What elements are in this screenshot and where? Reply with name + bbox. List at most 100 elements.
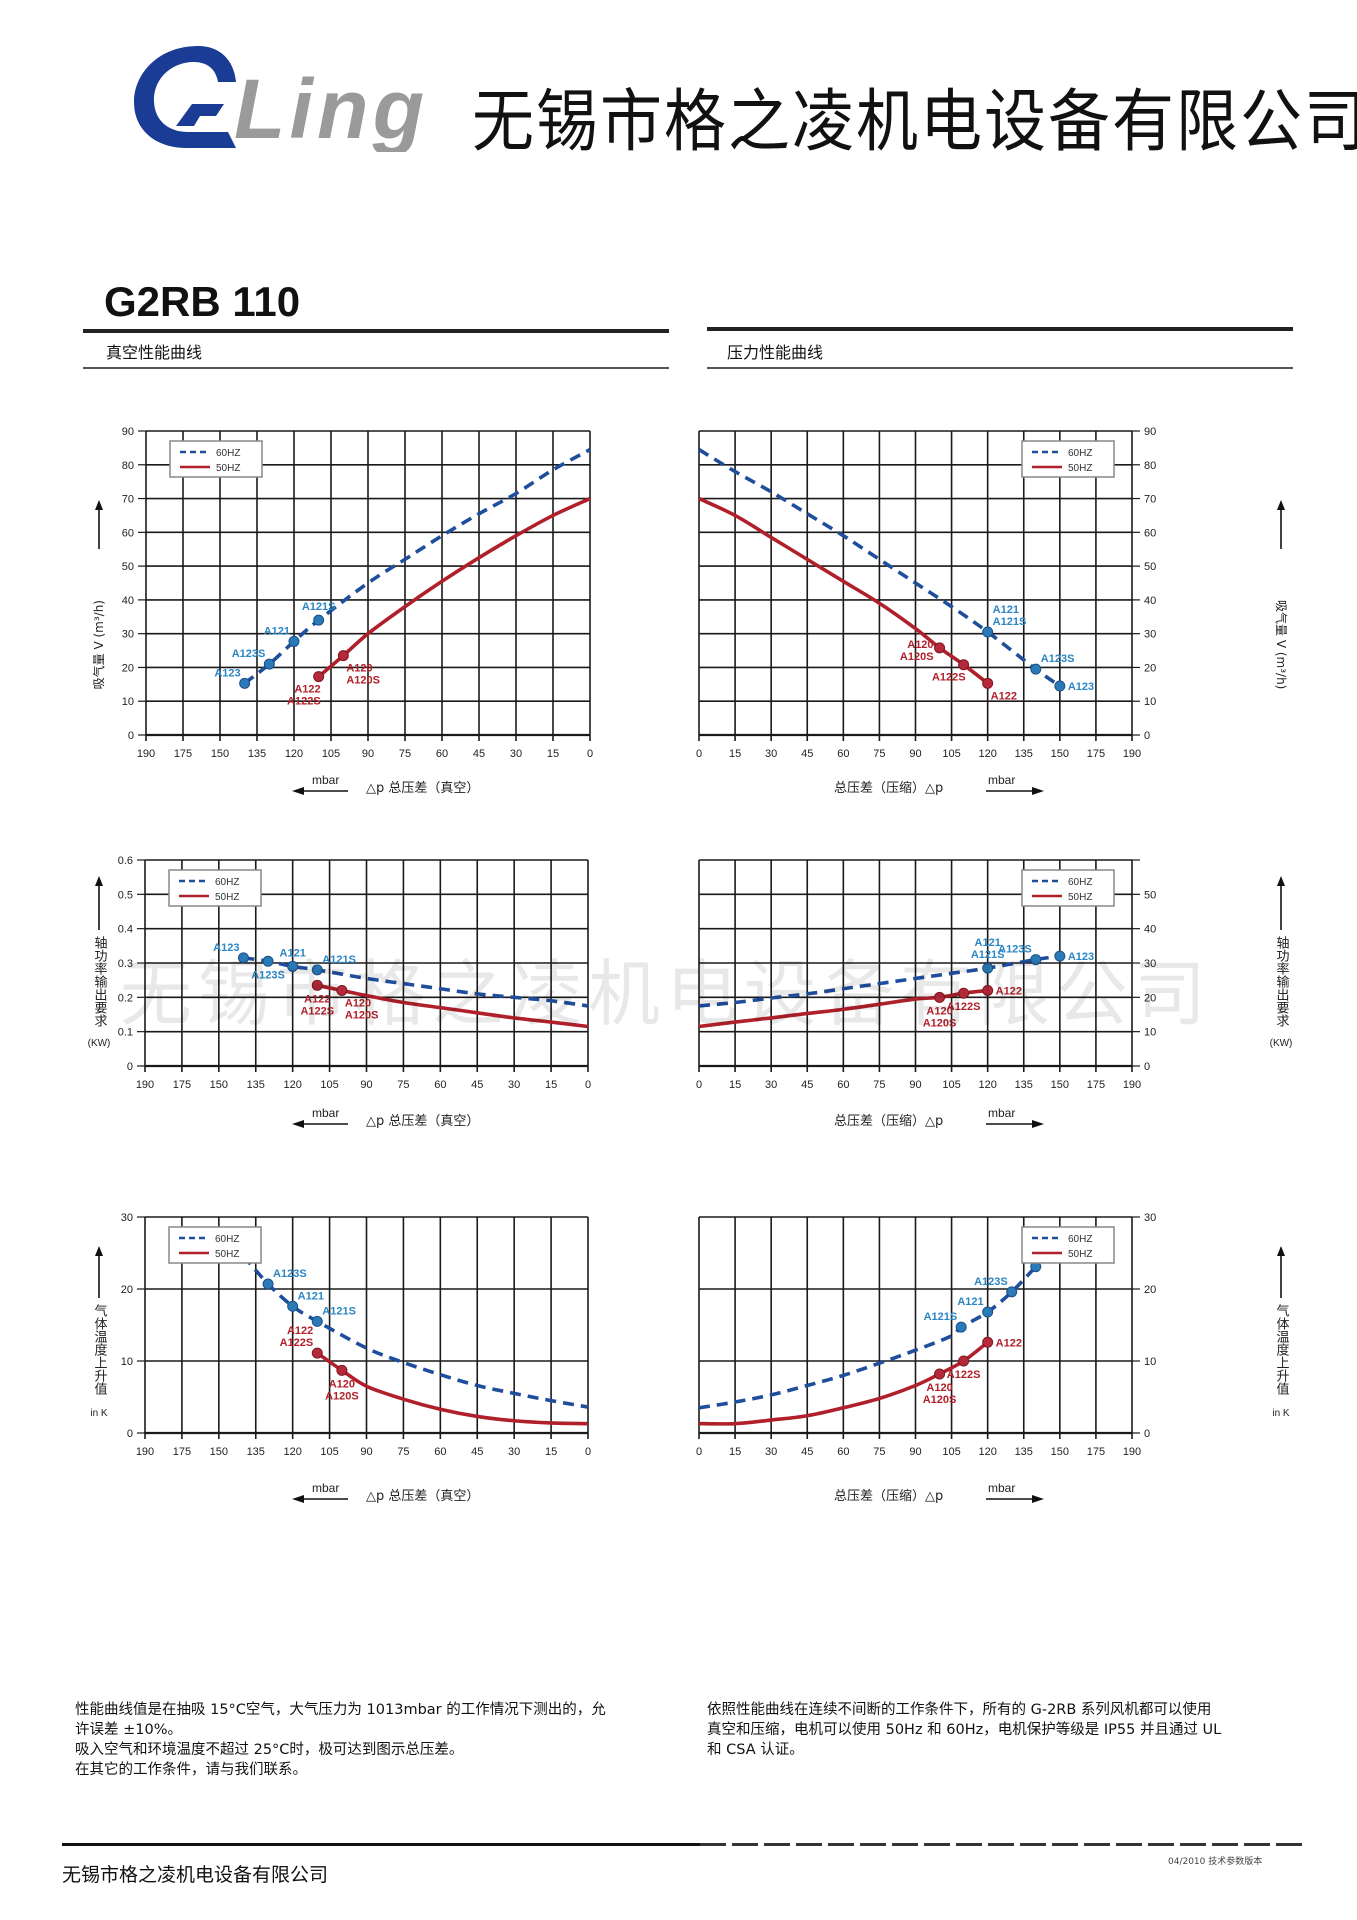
- arrow-right-icon: [1032, 1120, 1044, 1128]
- data-point-label: A120S: [923, 1017, 957, 1029]
- x-tick-label: 135: [248, 748, 266, 760]
- legend: 60HZ 50HZ: [1021, 1226, 1115, 1264]
- series-50hz-line: [316, 1351, 589, 1426]
- section-rule-vacuum: [83, 329, 669, 333]
- data-point-marker: [263, 658, 275, 670]
- arrow-right-icon: [1032, 1495, 1044, 1503]
- data-point-label: A122S: [947, 1001, 981, 1013]
- data-point-label: A121S: [924, 1311, 958, 1323]
- x-tick-label: 45: [801, 1079, 813, 1091]
- data-point-marker: [237, 952, 249, 964]
- x-axis-unit: mbar: [988, 773, 1015, 787]
- data-point-label: A120S: [923, 1394, 957, 1406]
- data-point-marker: [982, 1336, 994, 1348]
- data-point-marker: [934, 642, 946, 654]
- arrow-up-icon: [1277, 500, 1285, 510]
- section-divider-pressure: [707, 367, 1293, 369]
- x-tick-label: 135: [247, 1446, 265, 1458]
- x-tick-label: 15: [729, 1079, 741, 1091]
- x-tick-label: 175: [1087, 748, 1105, 760]
- x-tick-label: 60: [434, 1446, 446, 1458]
- data-point-marker: [1054, 950, 1066, 962]
- y-tick-label: 30: [121, 1212, 133, 1224]
- note-line: 在其它的工作条件，请与我们联系。: [75, 1762, 307, 1778]
- series-60hz-line: [243, 956, 589, 1008]
- note-line: 性能曲线值是在抽吸 15°C空气，大气压力为 1013mbar 的工作情况下测出…: [75, 1702, 606, 1718]
- legend-label-60hz: 60HZ: [215, 1234, 239, 1245]
- y-tick-label: 60: [1144, 527, 1156, 539]
- legend: 60HZ 50HZ: [168, 869, 262, 907]
- y-tick-label: 0: [127, 1428, 133, 1440]
- y-axis-unit: (KW): [88, 1038, 111, 1049]
- x-tick-label: 90: [360, 1079, 372, 1091]
- y-tick-label: 50: [1144, 561, 1156, 573]
- model-title: G2RB 110: [104, 278, 301, 325]
- x-axis-unit: mbar: [312, 1106, 339, 1120]
- x-axis-title: △p 总压差（真空）: [366, 1489, 479, 1504]
- data-point-label: A120S: [900, 651, 934, 663]
- y-axis-title: 轴功率输出要求: [92, 936, 108, 1027]
- x-tick-label: 30: [765, 1079, 777, 1091]
- data-point-label: A122: [287, 1325, 313, 1337]
- x-tick-label: 120: [283, 1446, 301, 1458]
- x-tick-label: 30: [508, 1446, 520, 1458]
- legend-label-50hz: 50HZ: [215, 1249, 239, 1260]
- x-tick-label: 150: [210, 1079, 228, 1091]
- series-50hz-line: [698, 988, 988, 1029]
- x-tick-label: 105: [322, 748, 340, 760]
- y-tick-label: 0: [1144, 730, 1150, 742]
- data-point-marker: [311, 979, 323, 991]
- y-axis-unit: (KW): [1270, 1038, 1293, 1049]
- legend: 60HZ 50HZ: [1021, 440, 1115, 478]
- x-tick-label: 190: [1123, 1079, 1141, 1091]
- data-point-marker: [262, 955, 274, 967]
- svg-text:Ling: Ling: [234, 62, 424, 152]
- data-point-marker: [982, 626, 994, 638]
- y-tick-label: 0.2: [118, 992, 133, 1004]
- x-tick-label: 90: [362, 748, 374, 760]
- legend-box: [1021, 869, 1115, 907]
- y-axis-unit: in K: [90, 1408, 108, 1419]
- series-60hz-line: [242, 1254, 589, 1409]
- note-line: 依照性能曲线在连续不间断的工作条件下，所有的 G-2RB 系列风机都可以使用: [707, 1702, 1212, 1718]
- y-tick-label: 70: [122, 494, 134, 506]
- y-axis-title: 轴功率输出要求: [1274, 936, 1290, 1027]
- data-point-label: A122: [996, 985, 1022, 997]
- y-tick-label: 50: [1144, 889, 1156, 901]
- x-tick-label: 30: [508, 1079, 520, 1091]
- chart-1: 190 175 150 135 120 105 90 75 60 45 30 15 0010203040…: [91, 426, 593, 796]
- arrow-left-icon: [292, 1495, 304, 1503]
- data-point-marker: [262, 1278, 274, 1290]
- y-tick-label: 30: [1144, 1212, 1156, 1224]
- x-tick-label: 175: [173, 1446, 191, 1458]
- y-tick-label: 10: [121, 1356, 133, 1368]
- qling-logo: Ling: [134, 46, 424, 152]
- section-label-pressure: 压力性能曲线: [727, 343, 824, 362]
- data-point-marker: [311, 1315, 323, 1327]
- data-point-marker: [982, 962, 994, 974]
- x-tick-label: 190: [136, 1079, 154, 1091]
- y-tick-label: 80: [122, 460, 134, 472]
- y-tick-label: 10: [1144, 1356, 1156, 1368]
- x-tick-label: 90: [909, 1446, 921, 1458]
- data-point-label: A123S: [998, 944, 1032, 956]
- x-tick-label: 15: [729, 748, 741, 760]
- data-point-label: A120: [345, 997, 371, 1009]
- y-tick-label: 0: [127, 1061, 133, 1073]
- data-point-label: A121: [975, 937, 1001, 949]
- x-tick-label: 15: [729, 1446, 741, 1458]
- x-tick-label: 15: [545, 1446, 557, 1458]
- legend-label-50hz: 50HZ: [1068, 892, 1092, 903]
- data-point-label: A120S: [325, 1390, 359, 1402]
- x-tick-label: 75: [397, 1446, 409, 1458]
- y-axis-title: 吸气量 V (m³/h): [1274, 600, 1289, 689]
- x-tick-label: 75: [399, 748, 411, 760]
- y-tick-label: 20: [122, 662, 134, 674]
- data-point-marker: [313, 671, 325, 683]
- legend-label-60hz: 60HZ: [1068, 448, 1092, 459]
- data-point-marker: [1030, 954, 1042, 966]
- data-point-marker: [982, 1306, 994, 1318]
- y-tick-label: 10: [1144, 696, 1156, 708]
- data-point-label: A121S: [322, 1305, 356, 1317]
